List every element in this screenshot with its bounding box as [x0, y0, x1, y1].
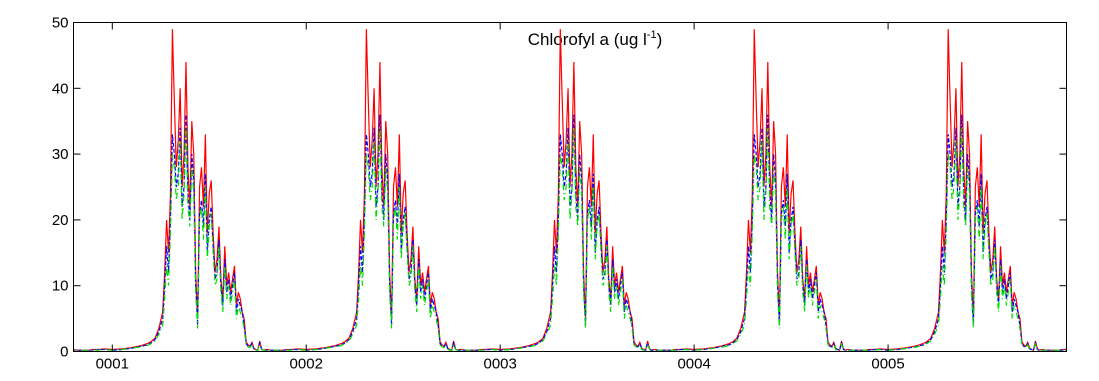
series-layer — [73, 29, 1067, 351]
y-tick-label: 30 — [52, 146, 69, 163]
plot-frame — [73, 22, 1067, 352]
x-tick-label: 0001 — [96, 356, 129, 373]
x-tick-label: 0004 — [677, 356, 710, 373]
series-line-1 — [73, 29, 1067, 351]
y-tick-label: 50 — [52, 15, 69, 32]
x-tick-label: 0005 — [871, 356, 904, 373]
chart-title: Chlorofyl a (ug l-1) — [528, 29, 663, 49]
y-tick-label: 0 — [60, 344, 68, 361]
x-tick-label: 0003 — [483, 356, 516, 373]
x-tick-label: 0002 — [290, 356, 323, 373]
series-line-3 — [73, 127, 1067, 351]
series-line-2 — [73, 114, 1067, 351]
y-tick-label: 40 — [52, 80, 69, 97]
y-tick-label: 20 — [52, 212, 69, 229]
axis-layer: 0 10 20 30 40 50 0001 0002 0003 0004 0005 — [52, 15, 1067, 373]
y-tick-label: 10 — [52, 278, 69, 295]
